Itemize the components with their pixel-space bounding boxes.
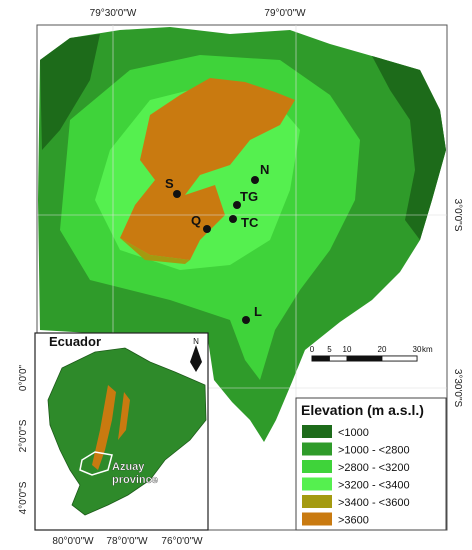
legend-swatch (302, 425, 332, 438)
scale-bar-segment (381, 355, 418, 362)
north-arrow (190, 345, 202, 372)
site-label: S (165, 176, 174, 191)
site-marker (251, 176, 259, 184)
inset-lon-label: 76°0'0"W (161, 536, 203, 547)
inset-lat-label: 4°0'0"S (18, 481, 29, 514)
site-label: Q (191, 213, 201, 228)
north-label: N (193, 337, 199, 346)
legend-label: >2800 - <3200 (338, 462, 410, 474)
right-coordinate-label: 3°0'0"S (452, 199, 463, 232)
scale-bar-label: 5 (327, 345, 332, 354)
terrain-very-high (120, 78, 295, 260)
legend-swatch (302, 495, 332, 508)
legend-title: Elevation (m a.s.l.) (301, 402, 424, 418)
right-coordinate-label: 3°30'0"S (452, 369, 463, 408)
legend-label: >3600 (338, 515, 369, 527)
scale-bar-label: 10 (343, 345, 352, 354)
legend-label: >3400 - <3600 (338, 497, 410, 509)
scale-bar-unit: km (422, 345, 433, 354)
site-marker (229, 215, 237, 223)
site-label: TC (241, 215, 259, 230)
scale-bar-segment (311, 355, 330, 362)
region-label: Azuay (112, 461, 145, 473)
top-coordinate-label: 79°0'0"W (264, 8, 306, 19)
legend-swatch (302, 477, 332, 491)
scale-bar-label: 20 (378, 345, 387, 354)
site-label: L (254, 304, 262, 319)
terrain-very-low (40, 34, 446, 240)
legend-swatch (302, 442, 332, 456)
inset-lat-label: 2°0'0"S (18, 419, 29, 452)
site-label: N (260, 162, 269, 177)
inset-title: Ecuador (49, 334, 101, 349)
site-label: TG (240, 189, 258, 204)
azuay-outline (79, 451, 113, 476)
inset-lat-label: 0°0'0" (18, 364, 29, 391)
scale-bar-segment (329, 355, 348, 362)
site-marker (233, 201, 241, 209)
terrain-high-edge (120, 238, 190, 264)
site-marker (173, 190, 181, 198)
ecuador-highlands (92, 385, 130, 470)
site-marker (242, 316, 250, 324)
scale-bar-segment (346, 355, 383, 362)
legend-label: <1000 (338, 427, 369, 439)
legend-label: >1000 - <2800 (338, 445, 410, 457)
legend: Elevation (m a.s.l.) <1000 >1000 - <2800 >… (295, 397, 447, 531)
inset-lon-label: 78°0'0"W (106, 536, 148, 547)
region-label: province (112, 474, 158, 486)
site-marker (203, 225, 211, 233)
scale-bar-label: 0 (310, 345, 315, 354)
legend-swatch (302, 512, 332, 526)
legend-label: >3200 - <3400 (338, 480, 410, 492)
inset-lon-label: 80°0'0"W (52, 536, 94, 547)
top-coordinate-label: 79°30'0"W (90, 8, 137, 19)
legend-swatch (302, 460, 332, 473)
scale-bar-label: 30 (413, 345, 422, 354)
